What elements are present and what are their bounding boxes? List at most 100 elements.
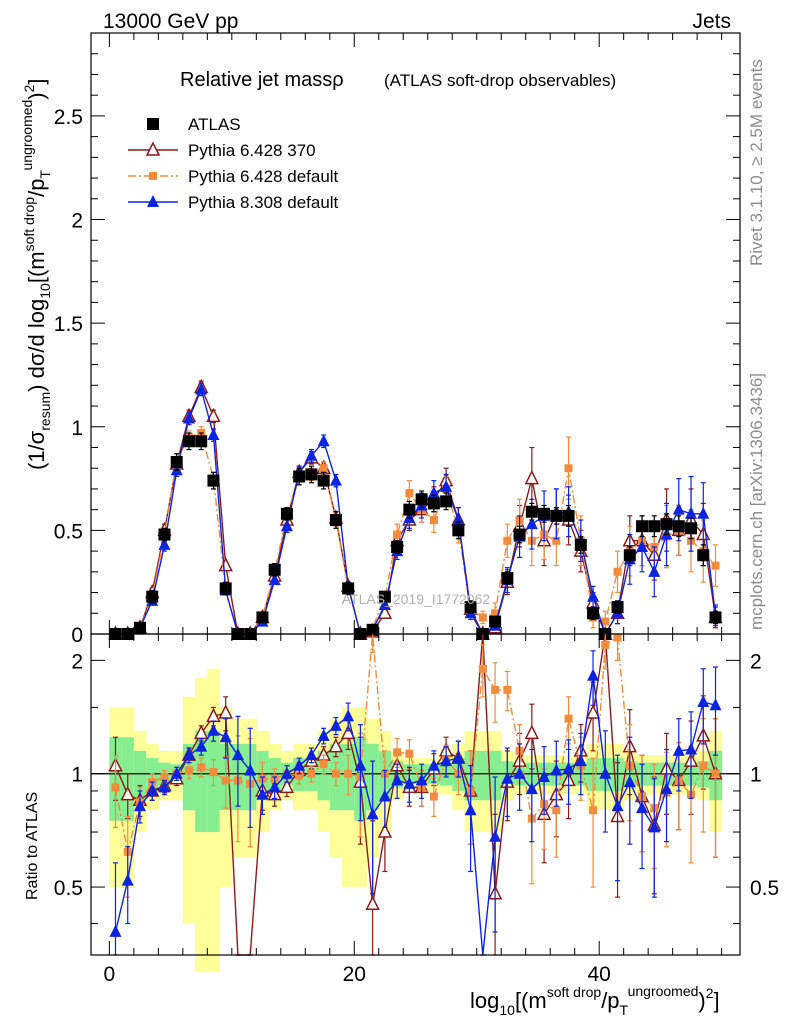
ratio-point xyxy=(672,743,685,756)
ratio-point xyxy=(585,704,601,719)
ratio-point xyxy=(623,775,636,788)
legend-item-pythia-8-308-default: Pythia 8.308 default xyxy=(128,193,339,212)
main-point xyxy=(452,513,465,526)
ratio-point xyxy=(170,766,183,779)
plot-subtitle: (ATLAS soft-drop observables) xyxy=(384,71,616,90)
ratio-point xyxy=(685,742,698,755)
main-point xyxy=(525,517,538,530)
main-point xyxy=(305,468,318,481)
main-point xyxy=(525,505,538,518)
ratio-point xyxy=(403,776,416,789)
ratio-y-tick-label-left: 0.5 xyxy=(54,877,83,900)
main-point xyxy=(342,582,355,595)
main-point xyxy=(378,597,391,610)
ratio-point xyxy=(221,776,230,785)
ratio-plot-data-layer xyxy=(91,633,740,973)
main-point xyxy=(538,507,551,520)
legend-label: Pythia 6.428 default xyxy=(188,167,339,186)
ratio-point xyxy=(440,754,453,767)
main-y-tick-label: 0.5 xyxy=(54,520,83,543)
ratio-point xyxy=(121,873,134,886)
main-point xyxy=(218,556,233,572)
main-point xyxy=(182,411,195,424)
main-point xyxy=(293,470,306,483)
main-point xyxy=(317,474,330,487)
main-point xyxy=(182,435,195,448)
ratio-point xyxy=(305,748,318,761)
ratio-point xyxy=(209,768,218,777)
main-point xyxy=(158,528,171,541)
main-point xyxy=(709,611,722,624)
ratio-point xyxy=(158,780,171,793)
ratio-point xyxy=(293,758,306,771)
ratio-plot-panel: 0.5 0.51 12 20 20 40 Ratio to ATLAS log10[(ms… xyxy=(24,633,779,1018)
ratio-plot-axis-ticks: 0.5 0.51 12 20 20 40 xyxy=(54,634,779,986)
main-point xyxy=(133,621,146,634)
ratio-point xyxy=(660,782,673,795)
ratio-point xyxy=(279,778,295,794)
ratio-point xyxy=(503,685,512,694)
main-point xyxy=(648,564,661,577)
ratio-point xyxy=(340,724,356,740)
main-point xyxy=(491,609,500,618)
x-tick-label: 40 xyxy=(587,963,610,986)
main-series-atlas xyxy=(109,432,722,640)
ratio-point xyxy=(256,787,269,800)
main-y-tick-label: 1 xyxy=(71,417,83,440)
ratio-point xyxy=(109,924,122,937)
main-point xyxy=(391,540,404,553)
main-point xyxy=(611,601,624,614)
ratio-point xyxy=(160,773,169,782)
main-point xyxy=(206,407,221,423)
main-point xyxy=(305,448,318,461)
main-point xyxy=(393,530,402,539)
ratio-point xyxy=(601,640,610,649)
main-point xyxy=(513,528,526,541)
main-y-tick-label: 2 xyxy=(71,210,83,233)
main-plot-data-layer xyxy=(108,378,723,640)
main-point xyxy=(170,455,183,468)
legend-label: Pythia 6.428 370 xyxy=(188,141,316,160)
main-point xyxy=(711,561,720,570)
ratio-point xyxy=(319,760,328,769)
ratio-point xyxy=(231,748,244,761)
main-point xyxy=(415,493,428,506)
legend-marker xyxy=(147,118,159,130)
legend-item-pythia-6-428-370: Pythia 6.428 370 xyxy=(128,141,316,160)
ratio-point xyxy=(184,766,193,775)
main-point xyxy=(613,567,622,576)
main-point xyxy=(697,506,710,519)
main-plot-panel: 0 0.5 1 1.5 2 2.5 Relative jet massρ (ATLAS s… xyxy=(19,32,741,647)
main-point xyxy=(685,506,698,519)
ratio-point xyxy=(307,769,316,778)
ratio-point xyxy=(195,739,208,752)
ratio-point xyxy=(317,728,330,741)
ratio-point xyxy=(377,823,393,838)
ratio-point xyxy=(513,766,526,779)
main-point xyxy=(427,486,440,499)
main-point xyxy=(280,519,293,532)
ratio-point xyxy=(328,737,344,753)
main-line-pythia-6-428-default xyxy=(115,432,717,636)
main-point xyxy=(672,520,685,533)
ratio-inner-band xyxy=(133,750,147,801)
main-point xyxy=(280,507,293,520)
main-point xyxy=(268,573,281,586)
ratio-inner-band xyxy=(195,730,208,833)
main-point xyxy=(319,464,328,473)
rivet-version-label: Rivet 3.1.10, ≥ 2.5M events xyxy=(747,59,766,266)
ratio-point xyxy=(709,698,722,711)
main-point xyxy=(440,479,453,492)
main-point xyxy=(207,428,220,441)
main-point xyxy=(552,536,561,545)
ratio-point xyxy=(648,820,661,833)
ratio-point xyxy=(589,806,598,815)
main-point xyxy=(623,549,636,562)
ratio-point xyxy=(295,771,304,780)
ratio-point xyxy=(378,789,391,802)
ratio-point xyxy=(429,792,438,801)
main-point xyxy=(648,520,661,533)
ratio-point xyxy=(120,785,135,801)
ratio-point xyxy=(697,695,710,708)
ratio-inner-band xyxy=(488,750,502,801)
